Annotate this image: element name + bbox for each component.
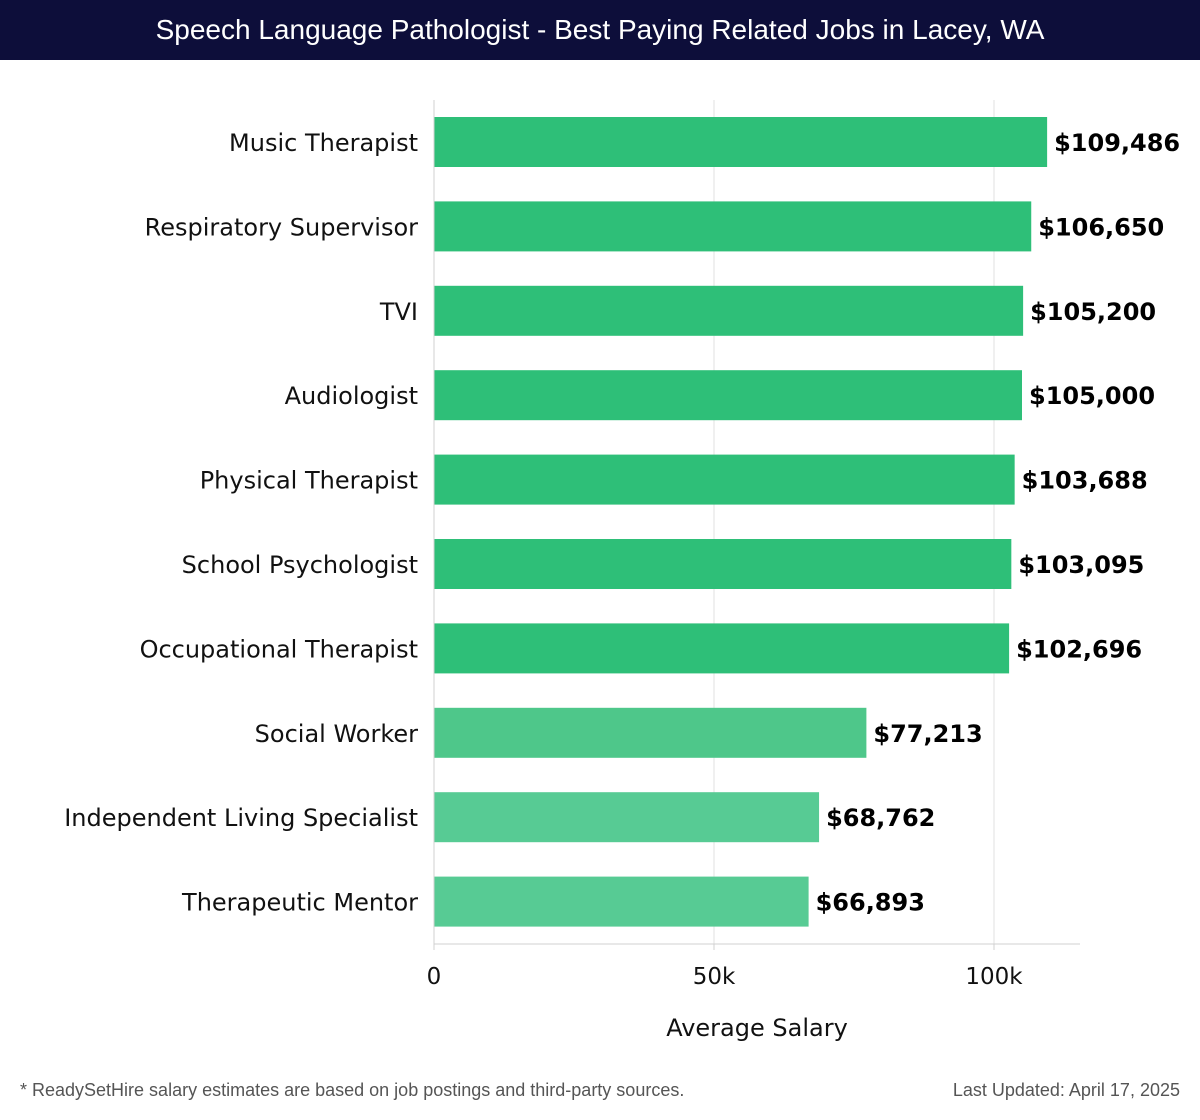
bar [434, 707, 867, 758]
category-label: Therapeutic Mentor [181, 889, 418, 917]
bar [434, 117, 1048, 167]
bar [434, 792, 820, 843]
value-label: $105,000 [1029, 382, 1155, 410]
category-label: TVI [379, 298, 418, 326]
category-label: Independent Living Specialist [64, 804, 418, 832]
bar [434, 201, 1032, 252]
value-label: $68,762 [826, 804, 935, 832]
x-tick-label: 100k [965, 964, 1023, 990]
x-tick-label: 50k [693, 964, 736, 990]
value-label: $103,095 [1018, 551, 1144, 579]
category-label: Respiratory Supervisor [145, 213, 419, 241]
bar [434, 876, 809, 927]
value-label: $102,696 [1016, 635, 1142, 663]
bar [434, 539, 1012, 589]
last-updated: Last Updated: April 17, 2025 [952, 1080, 1180, 1100]
value-label: $103,688 [1022, 467, 1148, 495]
category-label: Music Therapist [229, 129, 418, 157]
x-tick-label: 0 [427, 964, 442, 990]
category-label: Social Worker [255, 720, 418, 748]
bar [434, 285, 1024, 336]
category-label: Occupational Therapist [140, 635, 418, 663]
salary-bar-chart: Music Therapist $109,486 Respiratory Super… [64, 100, 1180, 1042]
value-label: $77,213 [873, 720, 982, 748]
x-axis-title: Average Salary [666, 1014, 848, 1042]
value-label: $106,650 [1038, 213, 1164, 241]
value-label: $66,893 [816, 889, 925, 917]
category-label: Audiologist [285, 382, 418, 410]
category-label: School Psychologist [182, 551, 418, 579]
bar [434, 370, 1022, 421]
value-label: $109,486 [1054, 129, 1180, 157]
bar [434, 454, 1015, 505]
bar [434, 623, 1010, 674]
footer-note: * ReadySetHire salary estimates are base… [20, 1080, 685, 1100]
value-label: $105,200 [1030, 298, 1156, 326]
category-label: Physical Therapist [200, 467, 418, 495]
chart-title: Speech Language Pathologist - Best Payin… [0, 0, 1200, 60]
